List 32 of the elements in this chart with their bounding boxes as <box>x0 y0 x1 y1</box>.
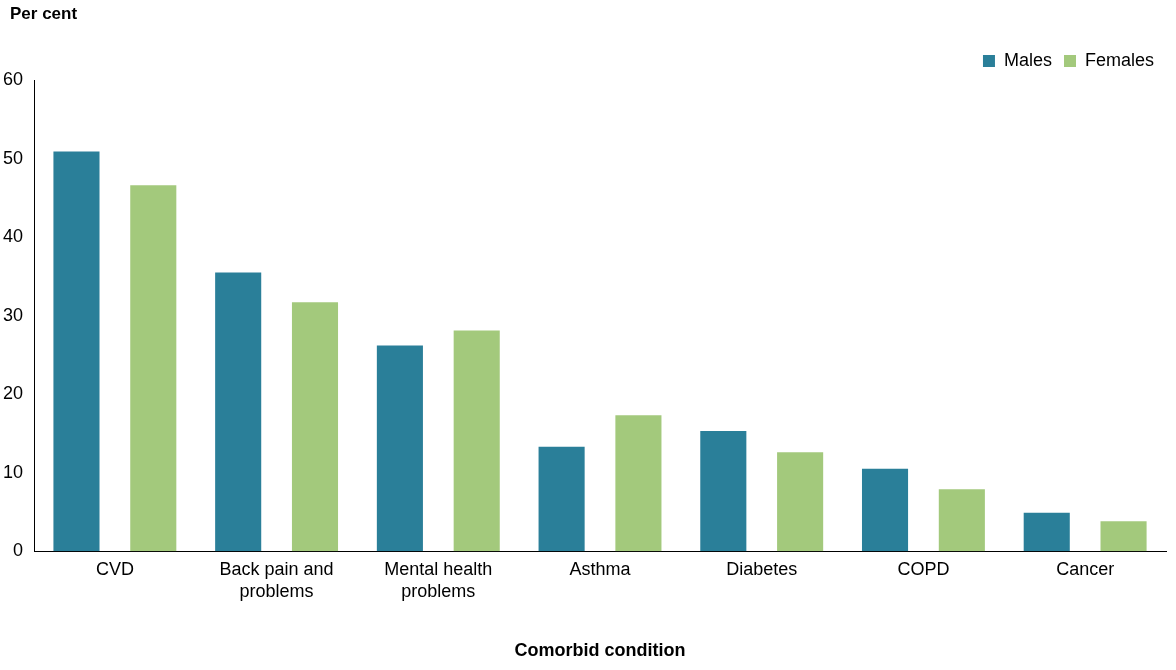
bar <box>861 468 909 552</box>
y-axis-title: Per cent <box>10 4 78 24</box>
x-axis-title: Comorbid condition <box>514 640 686 661</box>
y-tick-label: 30 <box>2 304 24 325</box>
x-tick-label: Asthma <box>569 558 632 579</box>
bar <box>453 330 500 552</box>
y-tick-label: 20 <box>2 383 24 404</box>
bar <box>777 452 824 552</box>
legend-label: Males <box>1003 49 1052 70</box>
x-tick-label: Mental health problems <box>384 558 493 601</box>
bar <box>700 431 747 552</box>
bar <box>376 345 423 552</box>
x-tick-label: Cancer <box>1056 558 1115 579</box>
bar <box>938 489 985 552</box>
x-tick-label: Diabetes <box>726 558 798 579</box>
bar <box>215 272 262 552</box>
y-tick-label: 60 <box>2 68 24 89</box>
x-tick-label: COPD <box>897 558 950 579</box>
y-tick-label: 50 <box>2 147 24 168</box>
x-tick-label: Back pain and problems <box>219 558 334 601</box>
y-tick-label: 10 <box>2 461 24 482</box>
y-tick-label: 40 <box>2 226 24 247</box>
bar <box>291 302 339 552</box>
bar <box>538 446 585 552</box>
bar <box>615 415 662 552</box>
bar <box>1023 512 1070 552</box>
y-tick-label: 0 <box>13 540 24 561</box>
x-tick-label: CVD <box>95 558 134 579</box>
bar <box>53 151 100 552</box>
bar <box>130 185 177 552</box>
legend-label: Females <box>1084 49 1155 70</box>
bar <box>1100 521 1147 552</box>
